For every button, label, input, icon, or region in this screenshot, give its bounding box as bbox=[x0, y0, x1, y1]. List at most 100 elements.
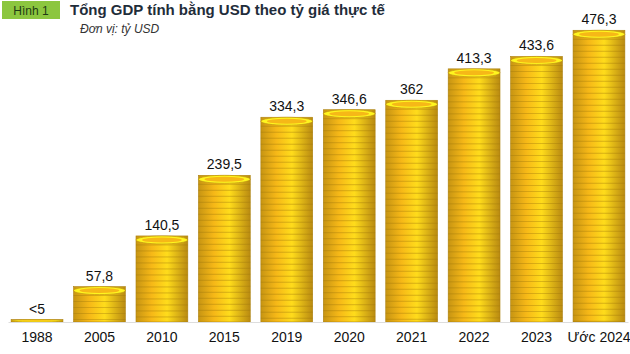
coin-ridge bbox=[448, 245, 500, 246]
coin-ridge bbox=[136, 274, 188, 275]
coin-ridge bbox=[573, 243, 625, 244]
coin-ridge bbox=[448, 293, 500, 294]
data-label: 433,6 bbox=[519, 37, 554, 53]
coin-ridge bbox=[511, 281, 563, 282]
coin-ridge bbox=[386, 151, 438, 152]
coin-ridge bbox=[323, 130, 375, 131]
chart: Hình 1Tổng GDP tính bằng USD theo tỷ giá… bbox=[0, 0, 630, 354]
coin-ridge bbox=[386, 259, 438, 260]
bar bbox=[448, 69, 500, 322]
coin-ridge bbox=[573, 279, 625, 280]
coin-ridge bbox=[573, 255, 625, 256]
coin-ridge bbox=[573, 129, 625, 130]
coin-ridge bbox=[261, 150, 313, 151]
coin-ridge bbox=[573, 93, 625, 94]
coin-ridge bbox=[573, 183, 625, 184]
coin-ridge bbox=[448, 179, 500, 180]
coin-ridge bbox=[573, 141, 625, 142]
coin-ridge bbox=[511, 65, 563, 66]
coin-ridge bbox=[198, 256, 250, 257]
coin-ridge bbox=[261, 318, 313, 319]
coin-ridge bbox=[323, 316, 375, 317]
coin-ridge bbox=[386, 253, 438, 254]
coin-ridge bbox=[511, 227, 563, 228]
coin-ridge bbox=[511, 71, 563, 72]
coin-ridge bbox=[448, 113, 500, 114]
x-axis-line bbox=[9, 322, 629, 323]
coin-ridge bbox=[573, 201, 625, 202]
coin-ridge bbox=[198, 190, 250, 191]
coin-ridge bbox=[573, 153, 625, 154]
coin-ridge bbox=[448, 173, 500, 174]
bar bbox=[386, 100, 438, 322]
coin-ridge bbox=[448, 287, 500, 288]
coin-ridge bbox=[448, 161, 500, 162]
x-tick-label: Ước 2024 bbox=[567, 329, 630, 345]
x-tick-label: 2010 bbox=[146, 329, 177, 345]
data-label: 239,5 bbox=[207, 156, 242, 172]
coin-ridge bbox=[448, 101, 500, 102]
coin-ridge bbox=[448, 191, 500, 192]
bar bbox=[11, 320, 63, 322]
data-label: 413,3 bbox=[457, 50, 492, 66]
plot-area bbox=[11, 30, 625, 322]
coin-ridge bbox=[323, 184, 375, 185]
coin-ridge bbox=[573, 105, 625, 106]
figure-tag-text: Hình 1 bbox=[13, 4, 49, 18]
coin-ridge bbox=[511, 221, 563, 222]
coin-ridge bbox=[323, 262, 375, 263]
bar bbox=[198, 175, 250, 322]
coin-ridge bbox=[386, 109, 438, 110]
coin-ridge bbox=[511, 251, 563, 252]
coin-ridge bbox=[261, 246, 313, 247]
coin-ridge bbox=[386, 145, 438, 146]
coin-ridge bbox=[573, 99, 625, 100]
coin-ridge bbox=[323, 142, 375, 143]
coin-ridge bbox=[511, 269, 563, 270]
coin-ridge bbox=[448, 311, 500, 312]
coin-ridge bbox=[261, 198, 313, 199]
coin-ridge bbox=[448, 155, 500, 156]
coin-ridge bbox=[323, 280, 375, 281]
coin-ridge bbox=[511, 257, 563, 258]
x-axis: 198820052010201520192020202120222023Ước … bbox=[9, 322, 630, 345]
coin-ridge bbox=[386, 139, 438, 140]
coin-ridge bbox=[136, 298, 188, 299]
coin-ridge bbox=[261, 294, 313, 295]
coin-ridge bbox=[573, 117, 625, 118]
coin-ridge bbox=[74, 295, 126, 296]
coin-stack bbox=[11, 320, 63, 322]
coin-ridge bbox=[261, 276, 313, 277]
coin-ridge bbox=[323, 250, 375, 251]
coin-top bbox=[11, 320, 63, 322]
coin-ridge bbox=[448, 269, 500, 270]
data-label: 362 bbox=[400, 81, 424, 97]
bar bbox=[74, 287, 126, 322]
coin-ridge bbox=[323, 166, 375, 167]
coin-ridge bbox=[386, 223, 438, 224]
coin-ridge bbox=[198, 298, 250, 299]
coin-ridge bbox=[261, 300, 313, 301]
coin-ridge bbox=[448, 83, 500, 84]
coin-ridge bbox=[386, 241, 438, 242]
coin-ridge bbox=[323, 118, 375, 119]
coin-ridge bbox=[511, 95, 563, 96]
coin-ridge bbox=[448, 275, 500, 276]
coin-ridge bbox=[511, 143, 563, 144]
coin-ridge bbox=[136, 286, 188, 287]
x-tick-label: 2023 bbox=[521, 329, 552, 345]
coin-ridge bbox=[573, 249, 625, 250]
coin-ridge bbox=[448, 131, 500, 132]
coin-ridge bbox=[136, 316, 188, 317]
coin-ridge bbox=[573, 57, 625, 58]
coin-ridge bbox=[573, 261, 625, 262]
coin-ridge bbox=[511, 119, 563, 120]
coin-ridge bbox=[573, 177, 625, 178]
coin-ridge bbox=[261, 156, 313, 157]
coin-ridge bbox=[511, 155, 563, 156]
coin-ridge bbox=[323, 196, 375, 197]
coin-ridge bbox=[74, 319, 126, 320]
coin-ridge bbox=[511, 215, 563, 216]
coin-ridge bbox=[448, 143, 500, 144]
coin-ridge bbox=[261, 180, 313, 181]
